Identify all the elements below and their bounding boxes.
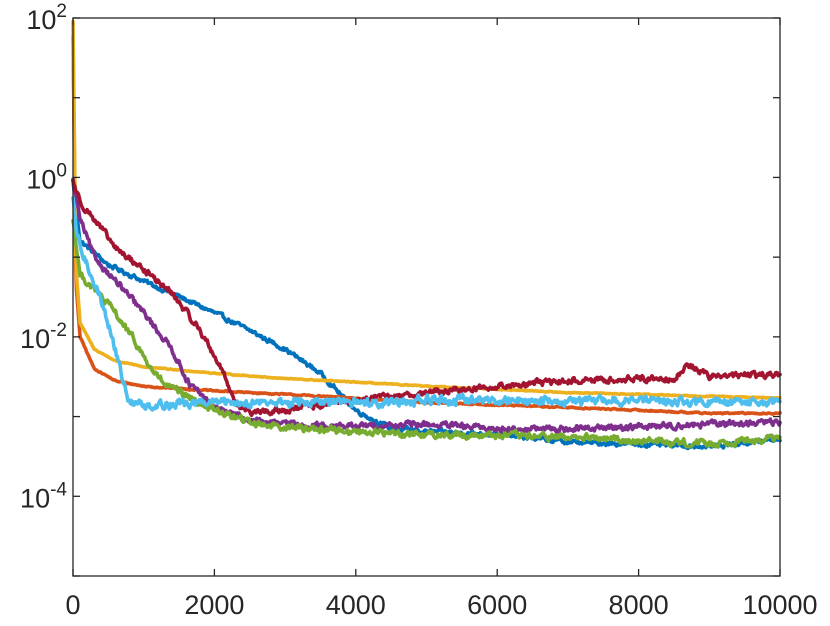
y-tick-label: 10-2 (20, 320, 67, 354)
x-tick-label: 2000 (184, 590, 244, 620)
series-line-7 (71, 196, 782, 412)
series-line-4 (71, 177, 782, 435)
x-tick-label: 10000 (742, 590, 817, 620)
series-line-3 (71, 19, 782, 401)
series-line-6 (71, 178, 782, 418)
x-tick-label: 6000 (467, 590, 527, 620)
y-tick-label: 10-4 (20, 479, 67, 513)
x-tick-label: 4000 (326, 590, 386, 620)
series-layer (71, 19, 782, 451)
x-tick-label: 0 (65, 590, 80, 620)
series-line-2 (71, 34, 782, 416)
axes-layer (72, 17, 781, 577)
series-line-5 (71, 218, 782, 449)
plot-box (72, 17, 781, 577)
y-tick-label: 102 (26, 1, 67, 35)
labels-layer: 0 2000 4000 6000 8000 10000 10-4 10-2 100 102 (20, 1, 818, 620)
y-tick-label: 100 (26, 160, 67, 194)
series-line-1 (71, 178, 782, 451)
x-tick-label: 8000 (609, 590, 669, 620)
